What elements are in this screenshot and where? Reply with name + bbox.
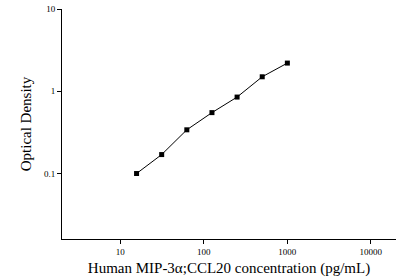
svg-text:10: 10 <box>116 247 126 257</box>
svg-text:10: 10 <box>46 4 56 14</box>
svg-text:1000: 1000 <box>278 247 297 257</box>
svg-text:10000: 10000 <box>360 247 383 257</box>
svg-text:Human MIP-3α;CCL20 concentrati: Human MIP-3α;CCL20 concentration (pg/mL) <box>88 260 370 277</box>
svg-text:0.1: 0.1 <box>44 169 55 179</box>
svg-text:Optical Density: Optical Density <box>18 76 34 171</box>
svg-text:100: 100 <box>197 247 211 257</box>
svg-text:1: 1 <box>51 86 56 96</box>
